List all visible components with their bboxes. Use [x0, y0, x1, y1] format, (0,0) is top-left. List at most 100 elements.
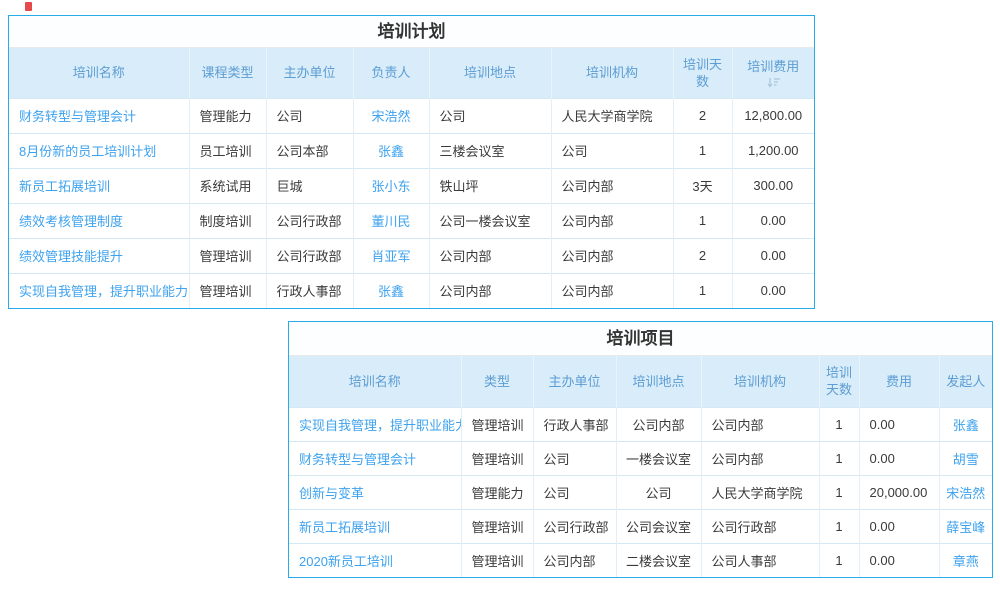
leader-link[interactable]: 张鑫 [353, 132, 430, 168]
host-unit-cell: 公司行政部 [266, 237, 354, 273]
host-unit-cell: 公司行政部 [533, 508, 617, 543]
course-type-cell: 制度培训 [189, 202, 267, 238]
days-cell: 2 [673, 97, 733, 133]
host-unit-cell: 公司 [533, 474, 617, 509]
col-header-days: 培训天数 [673, 48, 733, 98]
fee-cell: 0.00 [859, 440, 940, 475]
table-row: 新员工拓展培训 系统试用 巨城 张小东 铁山坪 公司内部 3天 300.00 [9, 167, 814, 203]
fee-cell: 1,200.00 [732, 132, 814, 168]
col-header-fee-sortable[interactable]: 培训费用 [732, 48, 814, 98]
course-type-cell: 管理培训 [189, 272, 267, 308]
organization-cell: 人民大学商学院 [701, 474, 820, 509]
fee-cell: 0.00 [732, 202, 814, 238]
col-header-course-type: 课程类型 [189, 48, 267, 98]
course-type-cell: 管理培训 [189, 237, 267, 273]
location-cell: 一楼会议室 [616, 440, 702, 475]
col-header-organization: 培训机构 [551, 48, 674, 98]
initiator-link[interactable]: 薛宝峰 [939, 508, 992, 543]
location-cell: 铁山坪 [429, 167, 552, 203]
fee-cell: 300.00 [732, 167, 814, 203]
leader-link[interactable]: 张鑫 [353, 272, 430, 308]
leader-link[interactable]: 董川民 [353, 202, 430, 238]
initiator-link[interactable]: 宋浩然 [939, 474, 992, 509]
table-row: 2020新员工培训 管理培训 公司内部 二楼会议室 公司人事部 1 0.00 章… [289, 542, 992, 577]
col-header-initiator: 发起人 [939, 356, 992, 407]
organization-cell: 公司 [551, 132, 674, 168]
fee-cell: 0.00 [859, 406, 940, 441]
col-header-training-name: 培训名称 [9, 48, 190, 98]
host-unit-cell: 公司行政部 [266, 202, 354, 238]
training-name-link[interactable]: 绩效管理技能提升 [9, 237, 190, 273]
training-project-card: 培训项目 培训名称 类型 主办单位 培训地点 培训机构 培训天数 费用 发起人 [288, 321, 993, 578]
location-cell: 二楼会议室 [616, 542, 702, 577]
days-cell: 1 [819, 542, 860, 577]
host-unit-cell: 公司 [266, 97, 354, 133]
training-name-link[interactable]: 实现自我管理，提升职业能力 [9, 272, 190, 308]
days-cell: 1 [819, 440, 860, 475]
fee-cell: 20,000.00 [859, 474, 940, 509]
organization-cell: 公司内部 [551, 202, 674, 238]
col-header-training-name: 培训名称 [289, 356, 462, 407]
days-cell: 1 [673, 272, 733, 308]
table-row: 绩效考核管理制度 制度培训 公司行政部 董川民 公司一楼会议室 公司内部 1 0… [9, 202, 814, 238]
training-name-link[interactable]: 财务转型与管理会计 [289, 440, 462, 475]
training-name-link[interactable]: 新员工拓展培训 [289, 508, 462, 543]
training-name-link[interactable]: 财务转型与管理会计 [9, 97, 190, 133]
host-unit-cell: 行政人事部 [266, 272, 354, 308]
training-name-link[interactable]: 实现自我管理，提升职业能力 [289, 406, 462, 441]
days-cell: 1 [673, 132, 733, 168]
training-project-table: 培训名称 类型 主办单位 培训地点 培训机构 培训天数 费用 发起人 实现自我管… [289, 356, 992, 577]
initiator-link[interactable]: 张鑫 [939, 406, 992, 441]
table-row: 8月份新的员工培训计划 员工培训 公司本部 张鑫 三楼会议室 公司 1 1,20… [9, 132, 814, 168]
days-cell: 1 [819, 508, 860, 543]
leader-link[interactable]: 张小东 [353, 167, 430, 203]
host-unit-cell: 行政人事部 [533, 406, 617, 441]
organization-cell: 公司内部 [551, 237, 674, 273]
initiator-link[interactable]: 章燕 [939, 542, 992, 577]
organization-cell: 公司内部 [551, 272, 674, 308]
table-row: 实现自我管理，提升职业能力 管理培训 行政人事部 张鑫 公司内部 公司内部 1 … [9, 272, 814, 308]
training-plan-table: 培训名称 课程类型 主办单位 负责人 培训地点 培训机构 培训天数 培训费用 [9, 48, 814, 308]
leader-link[interactable]: 肖亚军 [353, 237, 430, 273]
fee-cell: 12,800.00 [732, 97, 814, 133]
table-row: 绩效管理技能提升 管理培训 公司行政部 肖亚军 公司内部 公司内部 2 0.00 [9, 237, 814, 273]
col-header-fee-label: 培训费用 [747, 58, 800, 74]
table-title: 培训计划 [9, 16, 814, 48]
location-cell: 公司 [616, 474, 702, 509]
sort-amount-down-icon[interactable] [767, 77, 780, 88]
organization-cell: 人民大学商学院 [551, 97, 674, 133]
training-name-link[interactable]: 新员工拓展培训 [9, 167, 190, 203]
fee-cell: 0.00 [732, 272, 814, 308]
type-cell: 管理能力 [461, 474, 534, 509]
header-row: 培训名称 类型 主办单位 培训地点 培训机构 培训天数 费用 发起人 [289, 356, 992, 407]
initiator-link[interactable]: 胡雪 [939, 440, 992, 475]
host-unit-cell: 公司内部 [533, 542, 617, 577]
days-cell: 2 [673, 237, 733, 273]
table-row: 实现自我管理，提升职业能力 管理培训 行政人事部 公司内部 公司内部 1 0.0… [289, 406, 992, 441]
training-name-link[interactable]: 2020新员工培训 [289, 542, 462, 577]
training-name-link[interactable]: 8月份新的员工培训计划 [9, 132, 190, 168]
training-name-link[interactable]: 绩效考核管理制度 [9, 202, 190, 238]
table-row: 创新与变革 管理能力 公司 公司 人民大学商学院 1 20,000.00 宋浩然 [289, 474, 992, 509]
days-cell: 1 [819, 474, 860, 509]
col-header-fee: 费用 [859, 356, 940, 407]
location-cell: 公司会议室 [616, 508, 702, 543]
training-name-link[interactable]: 创新与变革 [289, 474, 462, 509]
col-header-location: 培训地点 [616, 356, 702, 407]
red-marker-icon [25, 2, 32, 11]
days-cell: 1 [819, 406, 860, 441]
organization-cell: 公司人事部 [701, 542, 820, 577]
location-cell: 三楼会议室 [429, 132, 552, 168]
leader-link[interactable]: 宋浩然 [353, 97, 430, 133]
location-cell: 公司 [429, 97, 552, 133]
organization-cell: 公司内部 [701, 406, 820, 441]
fee-cell: 0.00 [732, 237, 814, 273]
days-cell: 3天 [673, 167, 733, 203]
host-unit-cell: 公司 [533, 440, 617, 475]
host-unit-cell: 公司本部 [266, 132, 354, 168]
course-type-cell: 系统试用 [189, 167, 267, 203]
days-cell: 1 [673, 202, 733, 238]
fee-cell: 0.00 [859, 542, 940, 577]
type-cell: 管理培训 [461, 508, 534, 543]
